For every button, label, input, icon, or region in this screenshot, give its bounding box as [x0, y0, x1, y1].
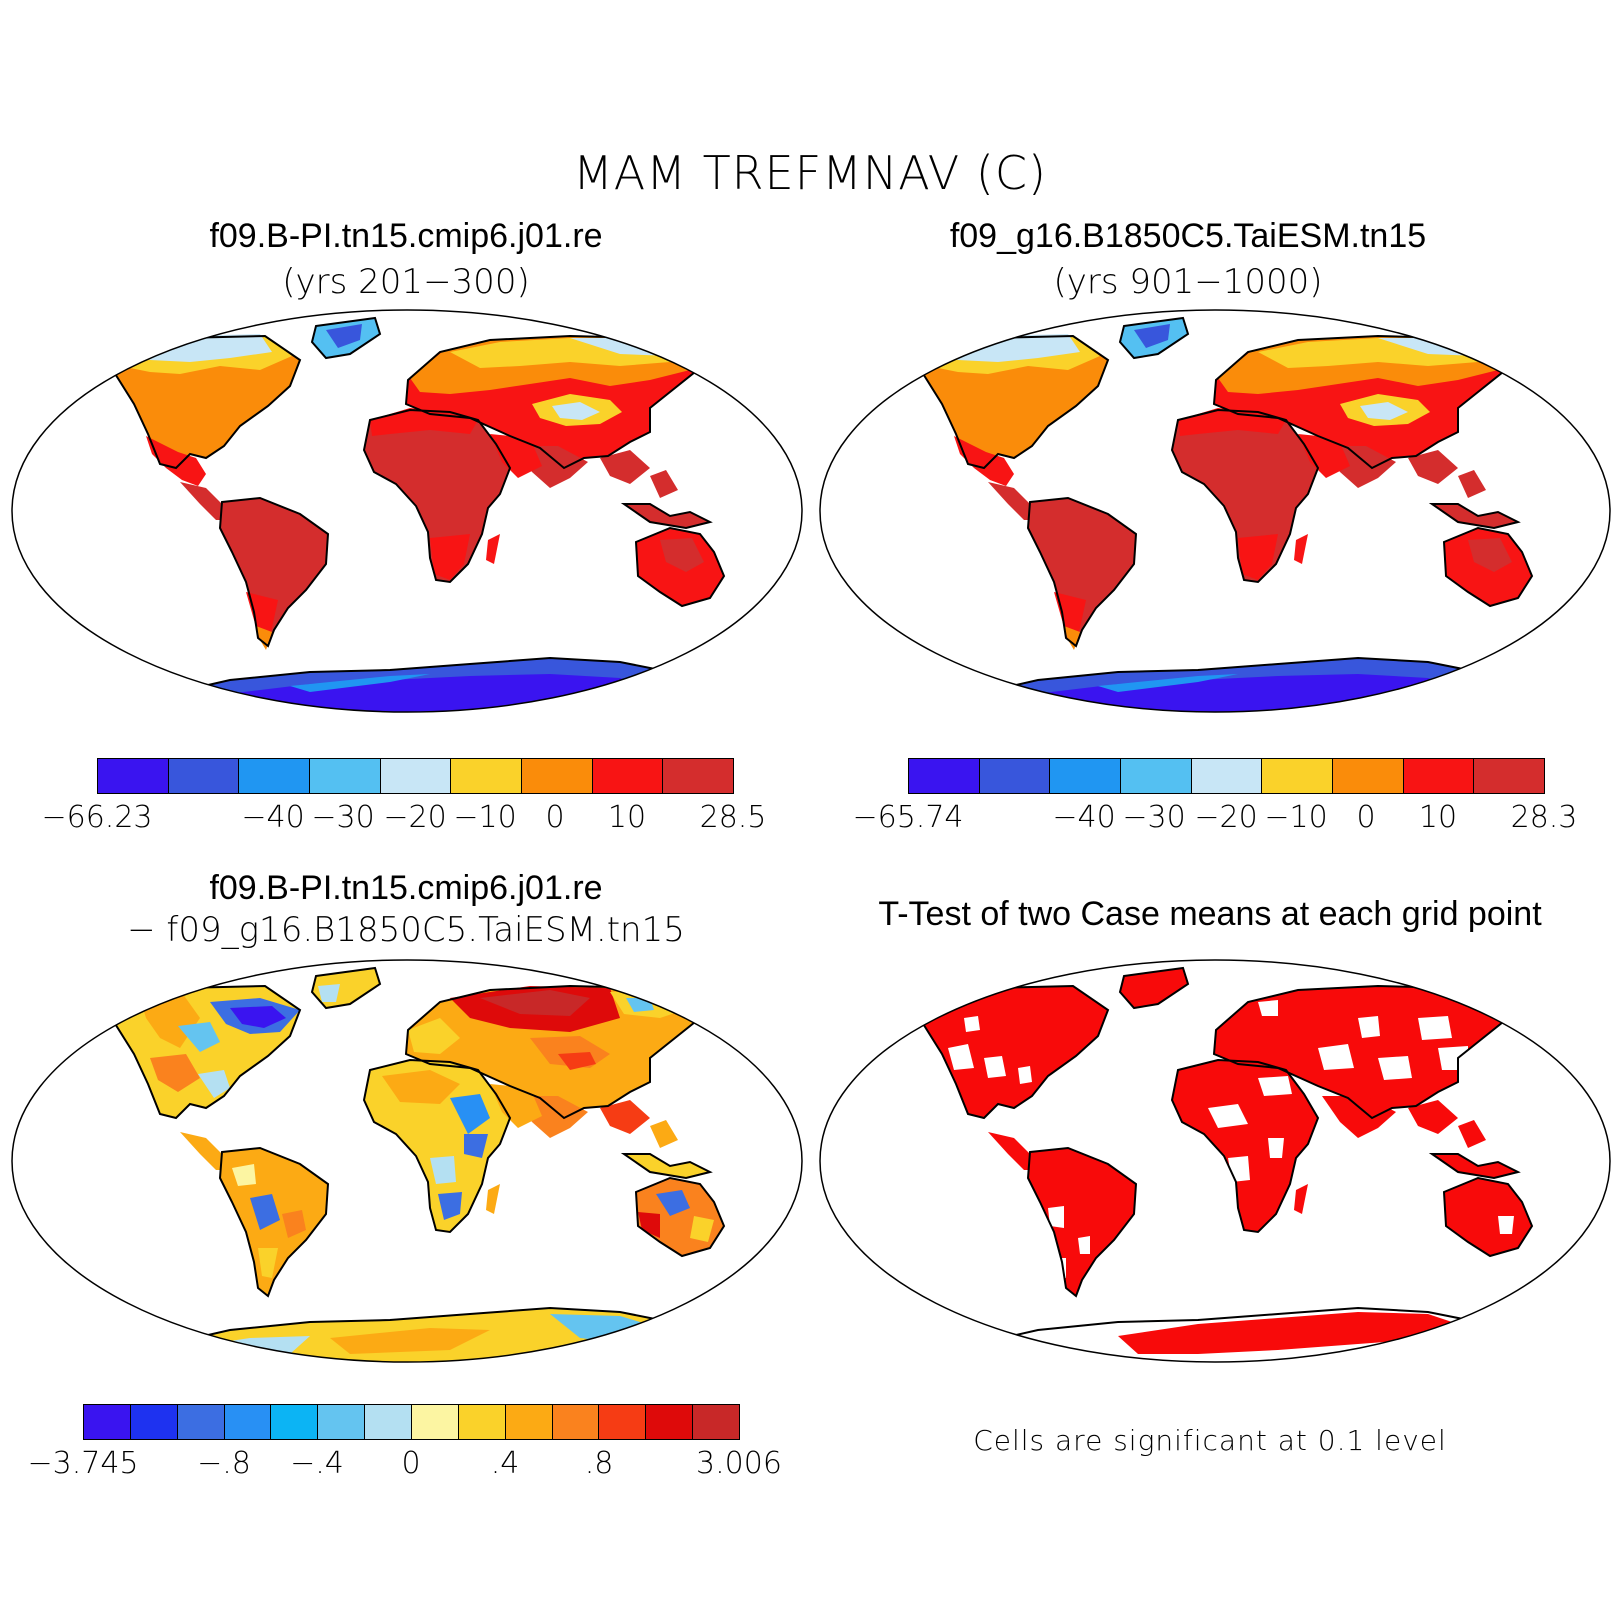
colorbar-labels-top-left: −66.23 −40 −30 −20 −10 0 10 28.5 [41, 800, 766, 840]
panel-title-bottom-left: f09.B-PI.tn15.cmip6.j01.re [209, 869, 603, 907]
colorbar-swatch [97, 758, 169, 794]
map-top-right [818, 308, 1612, 714]
world-map-significance [819, 959, 1611, 1363]
tick-label: .4 [490, 1446, 520, 1481]
world-map-case1 [11, 309, 803, 713]
colorbar-swatch [1261, 758, 1333, 794]
colorbar-swatch [223, 1404, 272, 1440]
colorbar-swatch [645, 1404, 694, 1440]
panel-title-top-right: f09_g16.B1850C5.TaiESM.tn15 [949, 217, 1427, 255]
panel-subtitle-top-left: (yrs 201−300) [282, 262, 530, 302]
colorbar-top-right [908, 758, 1545, 794]
colorbar-swatch [591, 758, 664, 794]
colorbar-bottom-left [83, 1404, 740, 1440]
colorbar-swatch [1332, 758, 1404, 794]
tick-label: 10 [1418, 800, 1458, 835]
panel-title-bottom-right: T-Test of two Case means at each grid po… [878, 895, 1542, 933]
tick-label: −30 [311, 800, 375, 835]
colorbar-swatch [1402, 758, 1475, 794]
colorbar-swatch [1473, 758, 1545, 794]
colorbar-swatch [1049, 758, 1121, 794]
colorbar-swatch [411, 1404, 459, 1440]
tick-label: −40 [1052, 800, 1116, 835]
colorbar-swatch [83, 1404, 131, 1440]
colorbar-swatch [457, 1404, 506, 1440]
tick-label: −.4 [290, 1446, 344, 1481]
tick-label: 0 [1356, 800, 1376, 835]
colorbar-swatch [978, 758, 1051, 794]
colorbar-swatch [309, 758, 381, 794]
colorbar-swatch [270, 1404, 319, 1440]
tick-label: −20 [383, 800, 447, 835]
colorbar-swatch [317, 1404, 366, 1440]
tick-label: 3.006 [696, 1446, 782, 1481]
colorbar-swatch [238, 758, 310, 794]
tick-label: −3.745 [27, 1446, 139, 1481]
map-bottom-right [818, 958, 1612, 1364]
tick-label: 28.3 [1510, 800, 1578, 835]
map-bottom-left [10, 958, 804, 1364]
colorbar-swatch [167, 758, 240, 794]
tick-label: 10 [607, 800, 647, 835]
tick-label: −10 [1264, 800, 1328, 835]
significance-note: Cells are significant at 0.1 level [973, 1424, 1447, 1457]
colorbar-labels-top-right: −65.74 −40 −30 −20 −10 0 10 28.3 [852, 800, 1577, 840]
colorbar-labels-bottom-left: −3.745 −.8 −.4 0 .4 .8 3.006 [27, 1446, 781, 1486]
colorbar-swatch [176, 1404, 225, 1440]
colorbar-swatch [450, 758, 522, 794]
tick-label: −30 [1122, 800, 1186, 835]
colorbar-swatch [908, 758, 980, 794]
colorbar-swatch [598, 1404, 647, 1440]
panel-subtitle-top-right: (yrs 901−1000) [1053, 262, 1323, 302]
tick-label: −65.74 [852, 800, 964, 835]
tick-label: −20 [1194, 800, 1258, 835]
tick-label: −10 [453, 800, 517, 835]
colorbar-swatch [551, 1404, 600, 1440]
tick-label: −.8 [197, 1446, 251, 1481]
colorbar-swatch [662, 758, 734, 794]
colorbar-swatch [521, 758, 593, 794]
colorbar-swatch [1120, 758, 1192, 794]
colorbar-swatch [1190, 758, 1263, 794]
tick-label: .8 [584, 1446, 614, 1481]
colorbar-swatch [504, 1404, 553, 1440]
tick-label: 28.5 [699, 800, 767, 835]
colorbar-swatch [692, 1404, 740, 1440]
main-title: MAM TREFMNAV (C) [573, 146, 1047, 200]
map-top-left [10, 308, 804, 714]
colorbar-swatch [379, 758, 452, 794]
colorbar-swatch [129, 1404, 178, 1440]
world-map-case2 [819, 309, 1611, 713]
tick-label: 0 [401, 1446, 421, 1481]
tick-label: −40 [241, 800, 305, 835]
colorbar-top-left [97, 758, 734, 794]
tick-label: −66.23 [41, 800, 153, 835]
panel-subtitle-bottom-left: − f09_g16.B1850C5.TaiESM.tn15 [127, 910, 685, 950]
world-map-difference [11, 959, 803, 1363]
panel-title-top-left: f09.B-PI.tn15.cmip6.j01.re [209, 217, 603, 255]
tick-label: 0 [545, 800, 565, 835]
colorbar-swatch [364, 1404, 412, 1440]
